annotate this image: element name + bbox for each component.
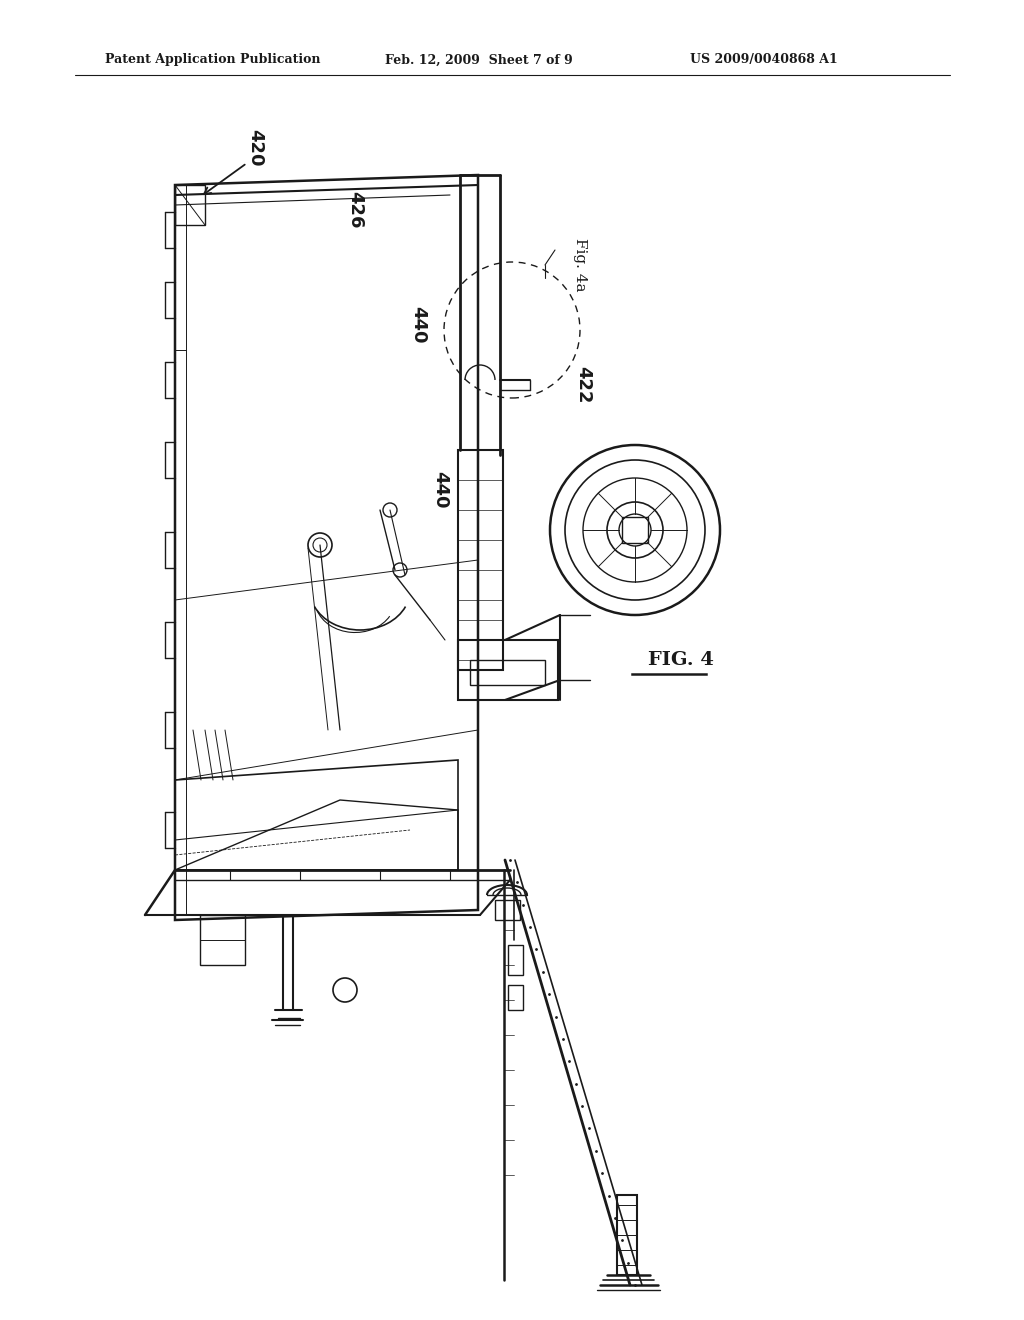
Bar bbox=[617, 1195, 637, 1275]
Text: Patent Application Publication: Patent Application Publication bbox=[105, 54, 321, 66]
Text: 420: 420 bbox=[246, 129, 264, 166]
Text: Fig. 4a: Fig. 4a bbox=[573, 238, 587, 292]
Bar bbox=[175, 185, 205, 224]
Bar bbox=[508, 985, 523, 1010]
Bar bbox=[508, 945, 523, 975]
Text: US 2009/0040868 A1: US 2009/0040868 A1 bbox=[690, 54, 838, 66]
Text: 440: 440 bbox=[431, 471, 449, 508]
Text: 440: 440 bbox=[409, 306, 427, 343]
Text: 422: 422 bbox=[574, 366, 592, 404]
Bar bbox=[458, 640, 558, 700]
Bar bbox=[495, 900, 520, 920]
Text: 426: 426 bbox=[346, 191, 364, 228]
Bar bbox=[470, 660, 545, 685]
Text: Feb. 12, 2009  Sheet 7 of 9: Feb. 12, 2009 Sheet 7 of 9 bbox=[385, 54, 572, 66]
Text: FIG. 4: FIG. 4 bbox=[648, 651, 714, 669]
Bar bbox=[458, 450, 503, 671]
Bar bbox=[622, 517, 648, 543]
